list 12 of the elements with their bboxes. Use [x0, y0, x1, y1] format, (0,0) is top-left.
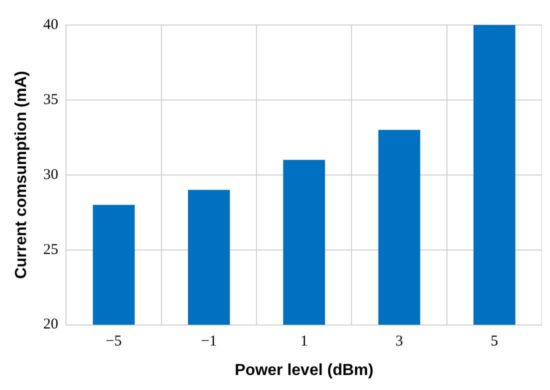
- y-tick-label: 35: [43, 92, 58, 108]
- x-tick-label: −1: [200, 334, 217, 350]
- y-tick-label: 20: [43, 316, 58, 333]
- x-tick-label: 1: [300, 334, 308, 350]
- y-tick-label: 30: [43, 166, 58, 183]
- y-axis-title: Current comsumption (mA): [13, 70, 30, 279]
- x-tick-label: 5: [490, 334, 498, 350]
- y-tick-label: 25: [43, 242, 58, 258]
- x-axis-title: Power level (dBm): [234, 362, 374, 379]
- x-tick-label: −5: [106, 334, 122, 350]
- y-tick-label: 40: [43, 16, 58, 33]
- x-tick-label: 3: [396, 334, 404, 350]
